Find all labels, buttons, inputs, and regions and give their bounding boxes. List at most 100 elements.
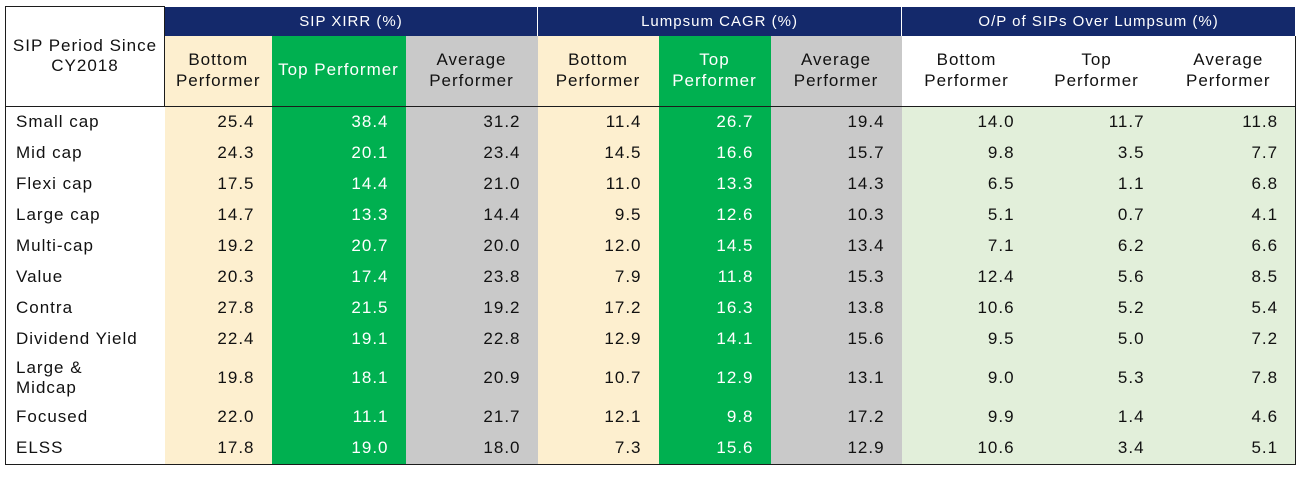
value-cell: 14.5 — [537, 137, 659, 169]
value-cell: 1.1 — [1031, 168, 1162, 200]
value-cell: 22.8 — [405, 323, 538, 355]
value-cell: 14.4 — [405, 199, 538, 231]
value-cell: 38.4 — [271, 106, 406, 138]
row-label: Large cap — [5, 199, 165, 231]
value-cell: 13.4 — [770, 230, 902, 262]
value-cell: 4.6 — [1161, 401, 1297, 433]
value-cell: 14.4 — [271, 168, 406, 200]
value-cell: 12.9 — [658, 354, 771, 402]
value-cell: 13.3 — [271, 199, 406, 231]
value-cell: 20.9 — [405, 354, 538, 402]
value-cell: 9.8 — [658, 401, 771, 433]
value-cell: 12.9 — [537, 323, 659, 355]
table-row: Contra 27.8 21.5 19.2 17.2 16.3 13.8 10.6 5.2 5.4 — [5, 292, 1297, 324]
value-cell: 31.2 — [405, 106, 538, 138]
value-cell: 5.1 — [901, 199, 1032, 231]
value-cell: 15.6 — [770, 323, 902, 355]
value-cell: 17.4 — [271, 261, 406, 293]
value-cell: 1.4 — [1031, 401, 1162, 433]
sip-vs-lumpsum-table: SIP Period Since CY2018 SIP XIRR (%) Lum… — [5, 6, 1297, 465]
row-label: ELSS — [5, 432, 165, 465]
value-cell: 10.3 — [770, 199, 902, 231]
value-cell: 22.4 — [164, 323, 272, 355]
value-cell: 11.7 — [1031, 106, 1162, 138]
subheader-lumpsum-top: Top Performer — [658, 35, 771, 107]
value-cell: 10.6 — [901, 292, 1032, 324]
subheader-sip-bottom: Bottom Performer — [164, 35, 272, 107]
value-cell: 9.8 — [901, 137, 1032, 169]
subheader-lumpsum-bottom: Bottom Performer — [537, 35, 659, 107]
table-row: Large & Midcap 19.8 18.1 20.9 10.7 12.9 13.1 9.… — [5, 354, 1297, 402]
value-cell: 20.3 — [164, 261, 272, 293]
value-cell: 10.7 — [537, 354, 659, 402]
value-cell: 20.0 — [405, 230, 538, 262]
value-cell: 12.1 — [537, 401, 659, 433]
value-cell: 7.2 — [1161, 323, 1297, 355]
value-cell: 27.8 — [164, 292, 272, 324]
value-cell: 6.2 — [1031, 230, 1162, 262]
value-cell: 6.8 — [1161, 168, 1297, 200]
row-label: Flexi cap — [5, 168, 165, 200]
value-cell: 9.5 — [901, 323, 1032, 355]
row-label: Small cap — [5, 106, 165, 138]
value-cell: 21.7 — [405, 401, 538, 433]
value-cell: 11.1 — [271, 401, 406, 433]
subheader-sip-top: Top Performer — [271, 35, 406, 107]
value-cell: 19.2 — [405, 292, 538, 324]
value-cell: 6.5 — [901, 168, 1032, 200]
value-cell: 5.1 — [1161, 432, 1297, 465]
value-cell: 23.8 — [405, 261, 538, 293]
value-cell: 18.0 — [405, 432, 538, 465]
value-cell: 20.7 — [271, 230, 406, 262]
table-row: Dividend Yield 22.4 19.1 22.8 12.9 14.1 15.6 9.… — [5, 323, 1297, 355]
value-cell: 15.6 — [658, 432, 771, 465]
subheader-op-average: Average Performer — [1161, 35, 1297, 107]
value-cell: 12.4 — [901, 261, 1032, 293]
value-cell: 19.8 — [164, 354, 272, 402]
row-label: Multi-cap — [5, 230, 165, 262]
value-cell: 5.0 — [1031, 323, 1162, 355]
row-label: Dividend Yield — [5, 323, 165, 355]
value-cell: 11.8 — [1161, 106, 1297, 138]
value-cell: 12.9 — [770, 432, 902, 465]
value-cell: 14.3 — [770, 168, 902, 200]
table-row: ELSS 17.8 19.0 18.0 7.3 15.6 12.9 10.6 3.4 5.1 — [5, 432, 1297, 465]
value-cell: 17.8 — [164, 432, 272, 465]
value-cell: 9.0 — [901, 354, 1032, 402]
value-cell: 7.9 — [537, 261, 659, 293]
value-cell: 18.1 — [271, 354, 406, 402]
value-cell: 22.0 — [164, 401, 272, 433]
value-cell: 0.7 — [1031, 199, 1162, 231]
table-body: Small cap 25.4 38.4 31.2 11.4 26.7 19.4 14.0 11.… — [5, 106, 1297, 465]
table-row: Small cap 25.4 38.4 31.2 11.4 26.7 19.4 14.0 11.… — [5, 106, 1297, 138]
value-cell: 20.1 — [271, 137, 406, 169]
value-cell: 16.6 — [658, 137, 771, 169]
value-cell: 9.9 — [901, 401, 1032, 433]
value-cell: 14.5 — [658, 230, 771, 262]
value-cell: 13.3 — [658, 168, 771, 200]
value-cell: 19.0 — [271, 432, 406, 465]
row-label: Mid cap — [5, 137, 165, 169]
value-cell: 7.3 — [537, 432, 659, 465]
subheader-sip-average: Average Performer — [405, 35, 538, 107]
value-cell: 10.6 — [901, 432, 1032, 465]
value-cell: 17.5 — [164, 168, 272, 200]
value-cell: 25.4 — [164, 106, 272, 138]
value-cell: 5.4 — [1161, 292, 1297, 324]
table-row: Mid cap 24.3 20.1 23.4 14.5 16.6 15.7 9.8 3.5 7.7 — [5, 137, 1297, 169]
value-cell: 15.3 — [770, 261, 902, 293]
value-cell: 9.5 — [537, 199, 659, 231]
value-cell: 5.6 — [1031, 261, 1162, 293]
value-cell: 21.0 — [405, 168, 538, 200]
value-cell: 24.3 — [164, 137, 272, 169]
table-row: Value 20.3 17.4 23.8 7.9 11.8 15.3 12.4 5.6 8.5 — [5, 261, 1297, 293]
table-row: Multi-cap 19.2 20.7 20.0 12.0 14.5 13.4 7.1 6.2 6… — [5, 230, 1297, 262]
value-cell: 26.7 — [658, 106, 771, 138]
value-cell: 14.0 — [901, 106, 1032, 138]
value-cell: 13.8 — [770, 292, 902, 324]
value-cell: 11.8 — [658, 261, 771, 293]
value-cell: 17.2 — [537, 292, 659, 324]
value-cell: 3.5 — [1031, 137, 1162, 169]
value-cell: 8.5 — [1161, 261, 1297, 293]
subheader-lumpsum-average: Average Performer — [770, 35, 902, 107]
